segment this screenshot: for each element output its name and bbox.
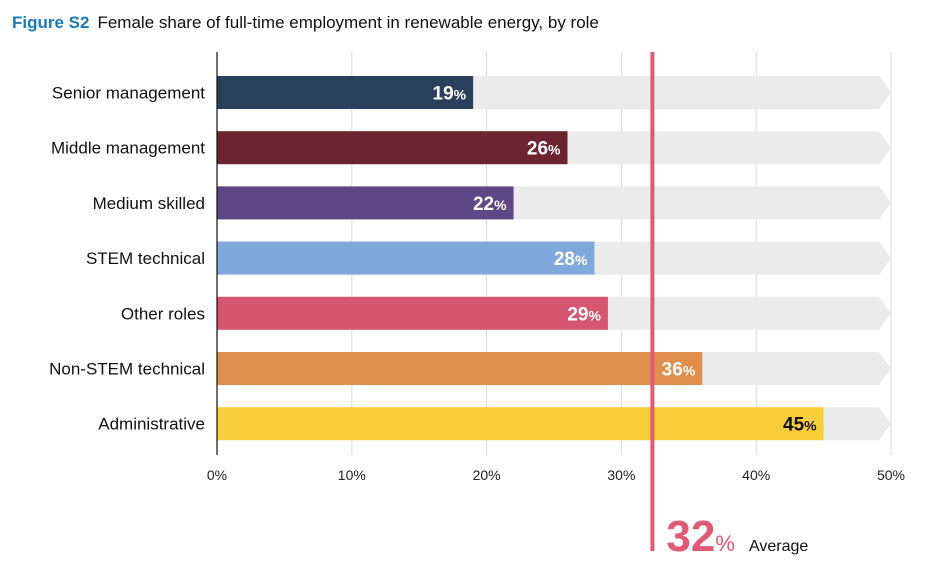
value-unit: % (454, 87, 467, 103)
category-label: Senior management (52, 84, 205, 103)
bar (217, 296, 608, 330)
category-label: Medium skilled (93, 194, 205, 213)
value-number: 22 (473, 194, 494, 215)
value-number: 19 (433, 84, 454, 105)
value-label: 28% (554, 249, 588, 270)
figure-label: Figure S2 (12, 13, 90, 32)
value-number: 29 (567, 304, 588, 325)
category-label: Other roles (121, 304, 205, 323)
value-unit: % (804, 418, 817, 434)
bar (217, 131, 568, 165)
value-number: 36 (662, 360, 683, 381)
value-number: 28 (554, 249, 575, 270)
value-label: 19% (433, 84, 467, 105)
value-label: 45% (783, 415, 817, 436)
value-label: 29% (567, 304, 601, 325)
x-tick-label: 20% (473, 467, 501, 483)
average-number: 32 (666, 512, 715, 561)
value-unit: % (575, 252, 588, 268)
category-label: Middle management (51, 139, 205, 158)
value-label: 26% (527, 139, 561, 160)
value-label: 36% (662, 360, 696, 381)
figure-title: Female share of full-time employment in … (97, 13, 599, 32)
bar (217, 186, 514, 220)
x-tick-label: 40% (742, 467, 770, 483)
average-unit: % (715, 531, 735, 556)
x-tick-label: 50% (877, 467, 905, 483)
category-label: STEM technical (86, 249, 205, 268)
bar (217, 407, 824, 441)
value-unit: % (548, 142, 561, 158)
value-unit: % (683, 363, 696, 379)
value-number: 45 (783, 415, 805, 436)
chart-title: Figure S2 Female share of full-time emplo… (12, 13, 599, 33)
value-unit: % (494, 197, 507, 213)
bar (217, 352, 703, 385)
bar (217, 241, 595, 275)
x-tick-label: 10% (338, 467, 366, 483)
bar (217, 76, 474, 109)
category-label: Administrative (98, 415, 205, 434)
category-label: Non-STEM technical (49, 360, 205, 379)
value-unit: % (588, 307, 601, 323)
x-tick-label: 0% (207, 467, 227, 483)
average-label: Average (749, 538, 808, 555)
value-number: 26 (527, 139, 548, 160)
average-value: 32% (666, 512, 735, 561)
x-tick-label: 30% (607, 467, 635, 483)
value-label: 22% (473, 194, 507, 215)
